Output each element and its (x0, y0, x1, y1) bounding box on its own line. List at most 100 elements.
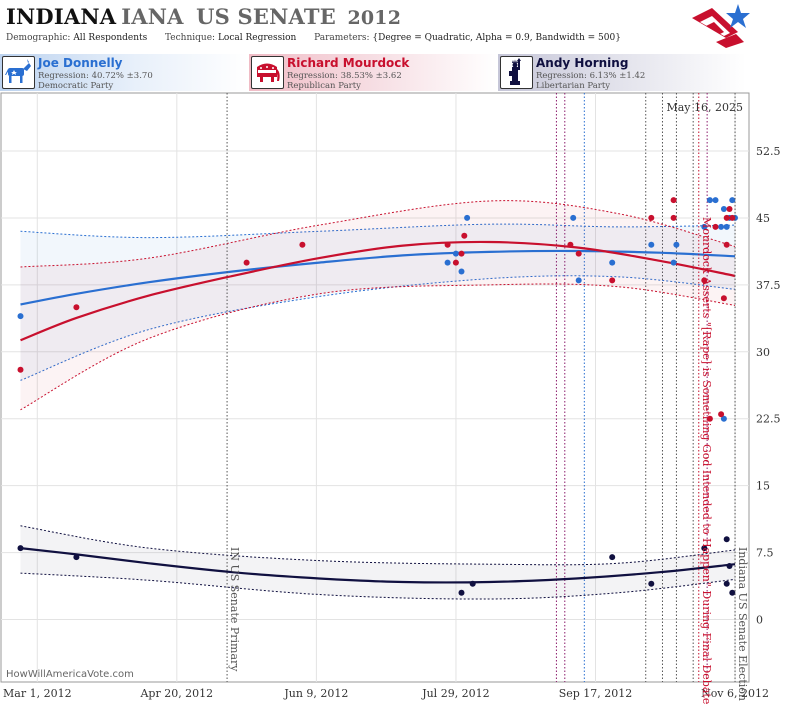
chart-header: INDIANA IANA US SENATE 2012 Demographic: … (0, 0, 789, 52)
candidate-party: Democratic Party (38, 81, 114, 91)
poll-point (17, 545, 24, 552)
poll-point (723, 223, 730, 230)
poll-point (458, 250, 465, 257)
poll-point (670, 259, 677, 266)
poll-point (726, 563, 733, 569)
poll-point (723, 214, 730, 221)
poll-point (458, 589, 465, 596)
poll-point (461, 232, 468, 239)
y-tick-label: 0 (756, 614, 763, 627)
trend-line (20, 547, 736, 584)
candidate-card-donnelly: Joe Donnelly Regression: 40.72% ±3.70 De… (0, 54, 248, 91)
event-label: Indiana US Senate Election (736, 547, 749, 701)
chart-parameters: Demographic: All Respondents Technique: … (6, 33, 621, 43)
poll-point (720, 295, 727, 302)
title-race: US SENATE (196, 4, 336, 29)
poll-point (469, 580, 476, 587)
candidate-name: Joe Donnelly (38, 56, 123, 70)
band-upper-line (20, 525, 736, 566)
band-upper-line (20, 223, 736, 239)
candidate-name: Andy Horning (536, 56, 629, 70)
poll-point (723, 536, 730, 543)
candidate-regression: Regression: 6.13% ±1.42 (536, 71, 646, 81)
candidate-party: Libertarian Party (536, 81, 611, 91)
poll-point (452, 259, 459, 266)
demographic-value: All Respondents (73, 33, 148, 43)
candidate-regression: Regression: 38.53% ±3.62 (287, 71, 402, 81)
poll-point (444, 241, 451, 248)
poll-point (729, 214, 736, 221)
poll-point (73, 304, 80, 311)
poll-point (458, 268, 465, 275)
technique-value: Local Regression (217, 33, 297, 43)
poll-point (299, 241, 306, 248)
event-label: Mourdock Asserts "[Rape] is Something Go… (700, 217, 713, 704)
site-logo-icon (692, 4, 750, 48)
poll-point (706, 415, 713, 422)
poll-point (706, 197, 713, 204)
poll-point (17, 313, 24, 320)
poll-point (609, 554, 616, 561)
site-credit: HowWillAmericaVote.com (6, 669, 134, 680)
poll-point (670, 214, 677, 221)
parameters-value: {Degree = Quadratic, Alpha = 0.9, Bandwi… (372, 33, 621, 43)
confidence-band (20, 200, 735, 410)
poll-point (452, 250, 459, 257)
confidence-band (20, 525, 735, 600)
poll-point (701, 545, 708, 552)
x-tick-label: Jun 9, 2012 (283, 687, 348, 700)
poll-point (723, 241, 730, 248)
trend-line (20, 249, 736, 306)
poll-point (729, 197, 736, 204)
elephant-icon (251, 56, 284, 89)
donkey-icon (2, 56, 35, 89)
y-tick-label: 15 (756, 480, 770, 493)
poll-point (648, 241, 655, 248)
poll-point (720, 415, 727, 422)
technique-label: Technique: (165, 33, 216, 43)
poll-point (670, 197, 677, 204)
event-label: IN US Senate Primary (228, 547, 241, 672)
poll-point (718, 411, 725, 418)
x-tick-label: Apr 20, 2012 (139, 687, 213, 700)
poll-point (720, 206, 727, 212)
title-state: INDIANA (6, 4, 117, 29)
poll-point (718, 223, 725, 230)
poll-point (723, 580, 730, 587)
trend-line (20, 240, 736, 342)
poll-point (570, 214, 577, 221)
x-tick-label: Jul 29, 2012 (421, 687, 490, 700)
y-tick-label: 22.5 (756, 413, 781, 426)
poll-point (73, 554, 80, 561)
band-lower-line (20, 572, 736, 600)
title-state-overlap: IANA (121, 4, 184, 29)
y-tick-label: 52.5 (756, 145, 781, 158)
y-tick-label: 7.5 (756, 547, 774, 560)
liberty-icon (500, 56, 533, 89)
poll-point (609, 277, 616, 284)
band-upper-line (20, 200, 736, 268)
band-lower-line (20, 283, 736, 411)
poll-point (575, 250, 582, 257)
poll-point (444, 259, 451, 266)
poll-point (648, 214, 655, 221)
chart-title: INDIANA IANA US SENATE 2012 (6, 4, 401, 29)
candidate-party: Republican Party (287, 81, 361, 91)
poll-point (609, 259, 616, 266)
poll-point (701, 223, 708, 230)
poll-point (726, 206, 733, 212)
poll-point (464, 214, 471, 221)
poll-point (673, 241, 680, 248)
poll-point (712, 197, 719, 204)
poll-point (567, 241, 574, 248)
x-tick-label: Mar 1, 2012 (3, 687, 72, 700)
y-tick-label: 45 (756, 212, 770, 225)
x-tick-label: Nov 6, 2012 (701, 687, 769, 700)
title-year: 2012 (347, 7, 402, 29)
x-tick-label: Sep 17, 2012 (559, 687, 633, 700)
poll-chart: 0 7.5 15 22.5 30 37.5 45 52.5 Mar 1, 2012 Apr 20,… (0, 92, 781, 704)
poll-point (575, 277, 582, 284)
candidate-name: Richard Mourdock (287, 56, 410, 70)
poll-point (712, 223, 719, 230)
poll-point (701, 277, 708, 284)
